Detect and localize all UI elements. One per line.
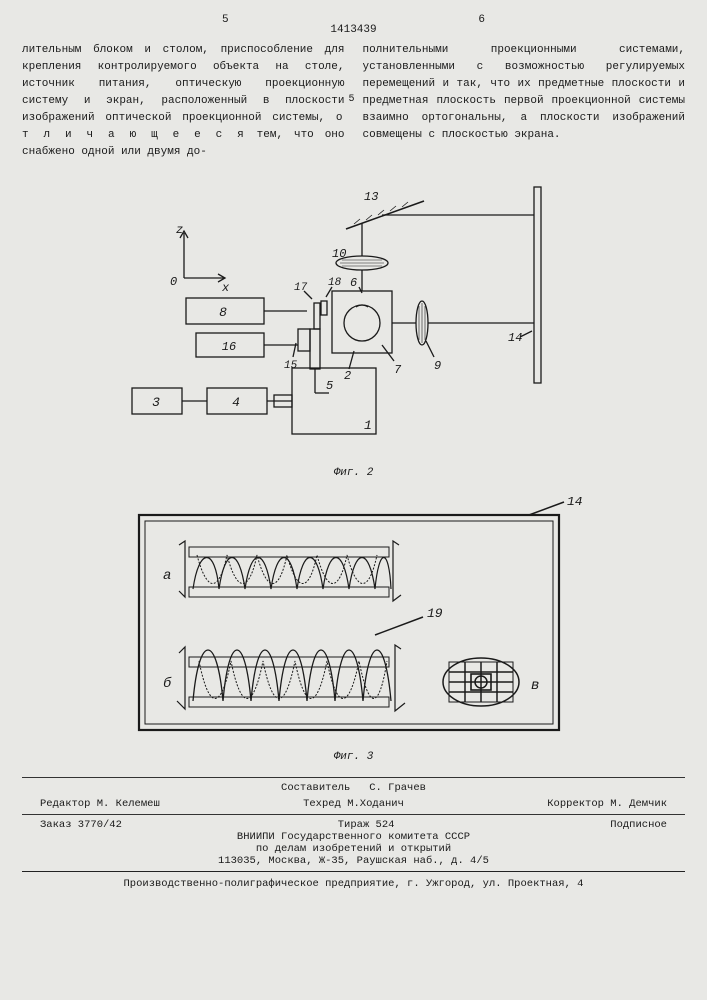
footer: Составитель С. Грачев Редактор М. Келеме… <box>22 777 685 890</box>
doc-number: 1413439 <box>22 24 685 36</box>
axis-o: 0 <box>170 275 177 289</box>
label-18: 18 <box>328 277 342 289</box>
label3-19: 19 <box>427 606 443 621</box>
editor-label: Редактор <box>40 798 90 810</box>
corrector: М. Демчик <box>610 798 667 810</box>
fig2-caption: Фиг. 2 <box>22 467 685 479</box>
label-8: 8 <box>219 305 227 320</box>
label-7: 7 <box>394 363 402 377</box>
subscription: Подписное <box>610 819 667 831</box>
compiler: С. Грачев <box>369 782 426 794</box>
editor: М. Келемеш <box>97 798 160 810</box>
figure-3: 14 а 19 <box>22 497 685 763</box>
right-column: полнительными проекционными системами, у… <box>363 42 686 161</box>
left-column: лительным блоком и столом, приспособлени… <box>22 42 345 161</box>
text-columns: лительным блоком и столом, приспособлени… <box>22 42 685 161</box>
label-9: 9 <box>434 359 441 373</box>
label-13: 13 <box>364 190 378 204</box>
label-2: 2 <box>344 369 351 383</box>
label3-a: а <box>163 568 171 584</box>
fig3-svg: 14 а 19 <box>119 497 589 747</box>
org2: по делам изобретений и открытий <box>22 843 685 855</box>
label-10: 10 <box>332 247 346 261</box>
label-17: 17 <box>294 282 308 294</box>
axis-x: x <box>221 281 230 295</box>
techred-label: Техред <box>303 798 341 810</box>
label-5: 5 <box>326 379 333 393</box>
techred: М.Ходанич <box>347 798 404 810</box>
right-text: полнительными проекционными системами, у… <box>363 44 686 141</box>
label3-14: 14 <box>567 497 583 509</box>
label-3: 3 <box>152 395 160 410</box>
label-4: 4 <box>232 395 240 410</box>
axis-z: z <box>176 223 183 237</box>
compiler-label: Составитель <box>281 782 350 794</box>
tirazh: Тираж 524 <box>338 819 395 831</box>
col-num-left: 5 <box>222 14 229 26</box>
label3-b: б <box>163 675 172 692</box>
label-14: 14 <box>508 331 522 345</box>
col-num-right: 6 <box>478 14 485 26</box>
addr: 113035, Москва, Ж-35, Раушская наб., д. … <box>22 855 685 867</box>
org1: ВНИИПИ Государственного комитета СССР <box>22 831 685 843</box>
label3-v: в <box>531 678 539 694</box>
label-6: 6 <box>350 276 357 290</box>
label-1: 1 <box>364 418 372 433</box>
printer: Производственно-полиграфическое предприя… <box>22 878 685 890</box>
figure-2: z x 0 8 16 3 4 1 <box>22 173 685 479</box>
fig2-svg: z x 0 8 16 3 4 1 <box>114 173 594 463</box>
label-16: 16 <box>221 340 235 354</box>
label-15: 15 <box>284 360 298 372</box>
corrector-label: Корректор <box>547 798 604 810</box>
fig3-caption: Фиг. 3 <box>22 751 685 763</box>
margin-5: 5 <box>349 92 355 108</box>
order: Заказ 3770/42 <box>40 819 122 831</box>
left-text-1: лительным блоком и столом, приспособлени… <box>22 44 345 124</box>
